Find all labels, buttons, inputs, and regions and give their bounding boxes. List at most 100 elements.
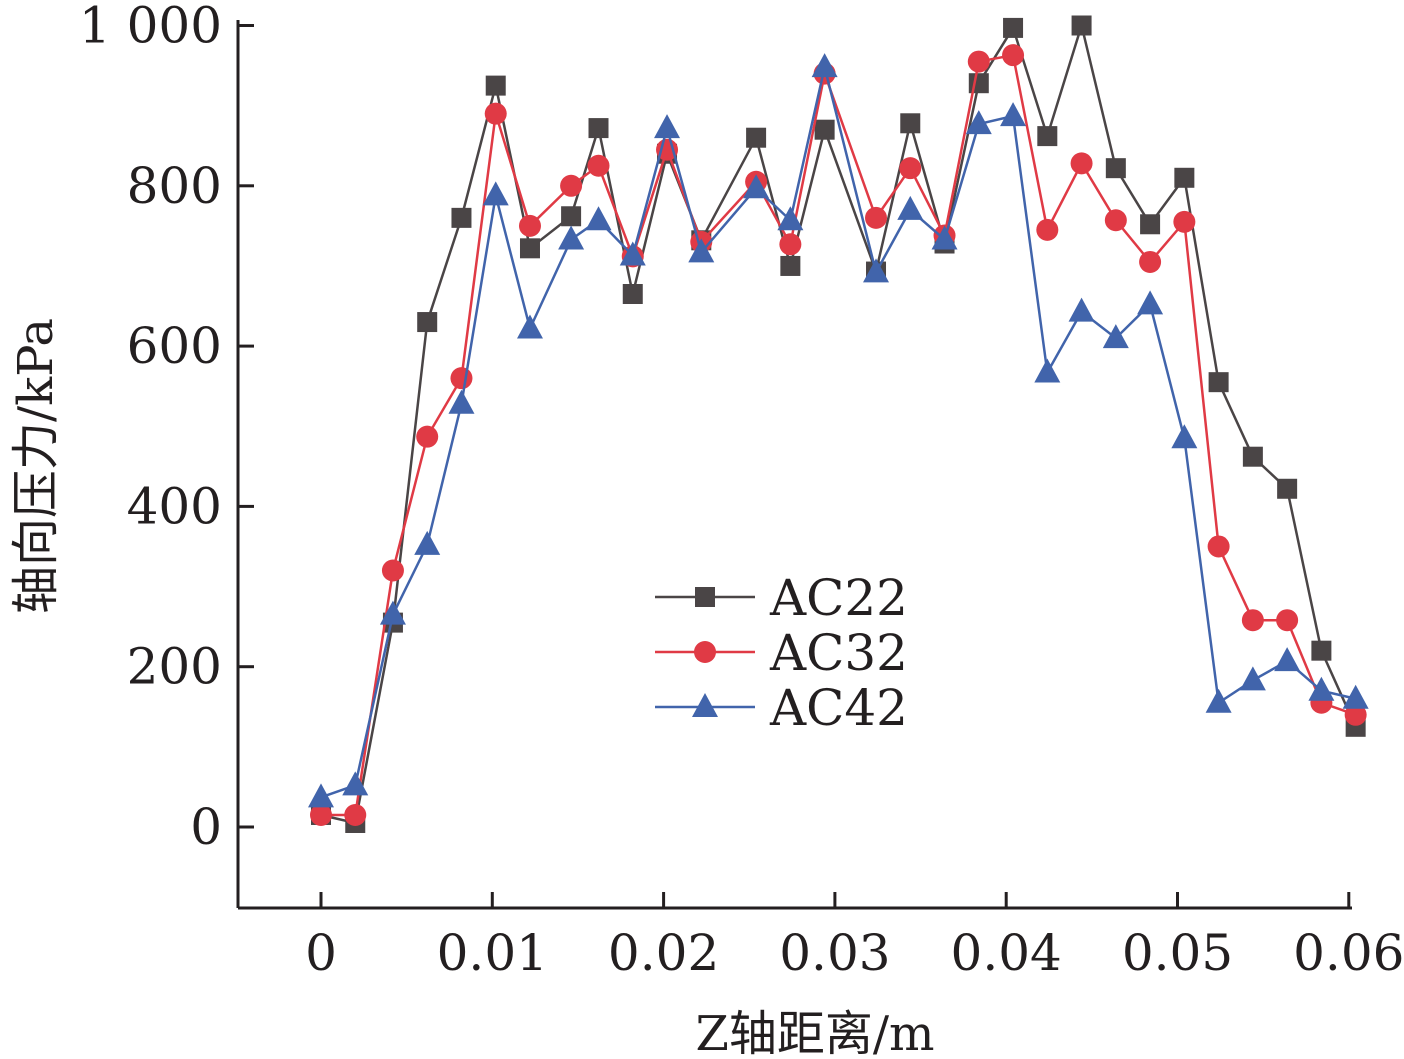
data-point xyxy=(448,389,475,414)
data-point xyxy=(450,367,473,390)
legend-item-ac22: AC22 xyxy=(655,569,908,627)
series-layer xyxy=(308,15,1369,833)
data-point xyxy=(619,241,646,266)
data-point xyxy=(560,174,583,197)
legend-marker xyxy=(692,693,718,717)
data-point xyxy=(1207,535,1230,558)
data-point xyxy=(1037,126,1058,147)
x-tick-label: 0 xyxy=(305,924,337,982)
data-point xyxy=(1205,688,1232,713)
data-point xyxy=(379,600,406,625)
data-point xyxy=(1174,167,1195,188)
data-point xyxy=(1139,250,1162,273)
data-point xyxy=(416,425,439,448)
data-point xyxy=(814,119,835,140)
data-point xyxy=(587,154,610,177)
data-point xyxy=(1241,609,1264,632)
legend-label: AC42 xyxy=(769,679,908,737)
data-point xyxy=(1242,446,1263,467)
data-point xyxy=(310,803,332,826)
series-line xyxy=(321,53,1357,817)
data-point xyxy=(417,312,438,333)
y-tick-label: 800 xyxy=(127,157,222,215)
data-point xyxy=(519,238,540,259)
data-point xyxy=(1002,44,1025,67)
data-point xyxy=(1068,297,1095,322)
data-point xyxy=(451,207,472,228)
data-point xyxy=(1208,372,1229,393)
axes xyxy=(236,20,1352,910)
legend-item-ac32: AC32 xyxy=(655,624,908,682)
data-point xyxy=(1311,640,1332,661)
data-point xyxy=(516,314,543,339)
x-tick-label: 0.04 xyxy=(951,924,1062,982)
legend-label: AC32 xyxy=(769,624,908,682)
data-point xyxy=(1342,684,1369,709)
data-point xyxy=(344,803,367,826)
x-tick-label: 0.05 xyxy=(1122,924,1233,982)
data-point xyxy=(485,75,506,96)
data-point xyxy=(1137,290,1164,315)
data-point xyxy=(743,174,770,199)
data-point xyxy=(1276,609,1299,632)
y-tick-label: 200 xyxy=(127,638,222,696)
data-point xyxy=(899,157,922,180)
data-point xyxy=(865,206,888,229)
x-tick-label: 0.03 xyxy=(779,924,890,982)
data-point xyxy=(777,206,804,231)
series-line xyxy=(320,66,1356,799)
y-axis-title: 轴向压力/kPa xyxy=(8,318,64,614)
legend-label: AC22 xyxy=(769,569,908,627)
data-point xyxy=(1000,102,1027,127)
data-point xyxy=(414,530,441,555)
legend-marker xyxy=(694,641,716,663)
data-point xyxy=(863,258,890,283)
data-point xyxy=(967,50,990,73)
data-point xyxy=(1140,214,1161,235)
data-point xyxy=(558,225,585,250)
data-point xyxy=(1034,358,1061,383)
y-tick-label: 600 xyxy=(127,317,222,375)
data-point xyxy=(1277,478,1298,499)
ticks: 0 200 400 600 800 1 000 0 0.01 0.02 0.03 0.04 0.05 0… xyxy=(79,0,1404,982)
data-point xyxy=(342,771,369,796)
data-point xyxy=(1071,15,1092,36)
data-point xyxy=(968,73,989,94)
data-point xyxy=(1104,209,1127,232)
data-point xyxy=(585,206,612,231)
data-point xyxy=(1036,218,1059,241)
legend-item-ac42: AC42 xyxy=(655,679,908,737)
data-point xyxy=(1105,158,1126,179)
data-point xyxy=(780,255,801,276)
data-point xyxy=(482,181,509,206)
data-point xyxy=(1102,324,1129,349)
x-tick-label: 0.02 xyxy=(608,924,719,982)
data-point xyxy=(381,559,404,582)
data-point xyxy=(779,233,802,256)
data-point xyxy=(897,195,924,220)
data-point xyxy=(1003,17,1024,38)
data-point xyxy=(1308,676,1335,701)
data-point xyxy=(654,114,681,139)
data-point xyxy=(561,206,582,227)
data-point xyxy=(965,110,992,135)
data-point xyxy=(622,284,643,305)
x-tick-label: 0.01 xyxy=(437,924,548,982)
data-point xyxy=(484,102,507,125)
data-point xyxy=(1070,152,1093,175)
data-point xyxy=(746,127,767,148)
data-point xyxy=(518,214,541,237)
y-tick-label: 0 xyxy=(190,798,222,856)
x-axis-title: Z轴距离/m xyxy=(695,1006,934,1059)
data-point xyxy=(688,238,715,263)
data-point xyxy=(931,225,958,250)
data-point xyxy=(588,118,609,139)
data-point xyxy=(1173,210,1196,233)
data-point xyxy=(1274,647,1301,672)
data-point xyxy=(1344,703,1367,726)
data-point xyxy=(1239,666,1266,691)
x-tick-label: 0.06 xyxy=(1293,924,1404,982)
y-tick-label: 400 xyxy=(127,477,222,535)
